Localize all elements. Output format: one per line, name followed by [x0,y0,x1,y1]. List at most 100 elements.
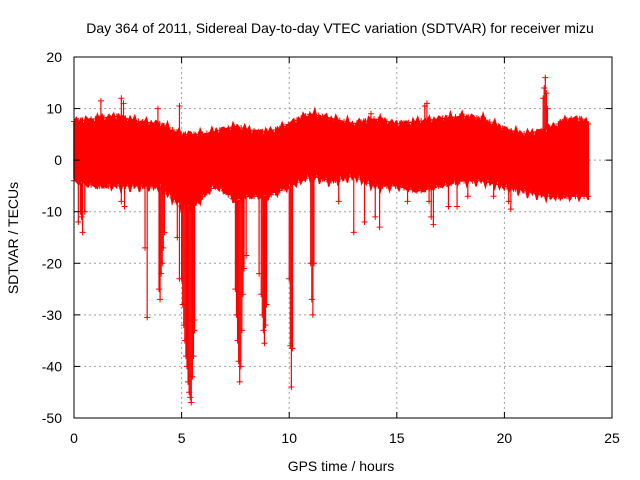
data-point [260,327,267,334]
data-point [121,203,128,210]
data-point [203,130,210,137]
data-point [405,119,412,126]
data-point [174,234,181,241]
data-point [188,399,195,406]
data-point [401,120,408,127]
data-point [203,189,210,196]
data-point [148,119,155,126]
y-tick-label: 10 [46,101,62,117]
data-point [486,179,493,186]
data-point [541,84,548,91]
data-point [405,185,412,192]
data-point [358,119,365,126]
data-point [454,203,461,210]
data-point [409,186,416,193]
plot-data [71,74,592,406]
data-point [404,198,411,205]
data-point [585,121,592,128]
data-point [212,183,219,190]
data-point [101,114,108,121]
data-point [555,120,562,127]
data-point [302,175,309,182]
data-point [221,126,228,133]
data-point [486,119,493,126]
data-point [516,129,523,136]
data-point [366,117,373,124]
data-point [261,340,268,347]
data-point [118,95,125,102]
data-point [225,125,232,132]
x-tick-label: 25 [604,430,620,446]
data-point [126,116,133,123]
data-point [388,119,395,126]
data-point [186,389,193,396]
data-point [499,182,506,189]
data-point [439,182,446,189]
data-point [276,125,283,132]
data-point [473,115,480,122]
data-point [208,129,215,136]
data-point [233,311,240,318]
data-point [272,189,279,196]
data-point [178,275,185,282]
data-point [482,178,489,185]
data-point [165,190,172,197]
data-point [426,198,433,205]
data-point [160,244,167,251]
data-point [276,187,283,194]
data-point [585,193,592,200]
data-point [508,127,515,134]
data-point [285,121,292,128]
data-point [154,105,161,112]
data-point [187,394,194,401]
y-tick-label: 0 [54,152,62,168]
data-point [221,187,228,194]
data-point [353,174,360,181]
data-point [448,180,455,187]
data-point [345,173,352,180]
data-point [259,311,266,318]
data-point [540,95,547,102]
data-point [139,118,146,125]
data-point [199,131,206,138]
data-point [469,114,476,121]
data-point [302,113,309,120]
data-point [131,117,138,124]
data-point [422,186,429,193]
data-point [422,117,429,124]
data-point [392,182,399,189]
data-point [268,127,275,134]
data-point [418,118,425,125]
data-point [353,120,360,127]
data-point [328,177,335,184]
chart-title: Day 364 of 2011, Sidereal Day-to-day VTE… [86,20,594,36]
data-point [341,174,348,181]
data-point [289,345,296,352]
data-point [158,270,165,277]
grid [74,57,612,418]
data-point [96,115,103,122]
data-point [505,198,512,205]
data-point [243,252,250,259]
data-point [336,175,343,182]
data-point [181,337,188,344]
data-point [251,128,258,135]
data-point [310,260,317,267]
data-point [512,128,519,135]
data-point [286,275,293,282]
plot-frame [73,56,613,419]
data-point [426,117,433,124]
data-point [156,286,163,293]
data-point [236,378,243,385]
data-point [559,118,566,125]
data-point [490,193,497,200]
data-point [309,311,316,318]
data-point [328,115,335,122]
data-point [81,208,88,215]
data-point [529,189,536,196]
data-point [525,188,532,195]
data-point [516,186,523,193]
data-point [542,74,549,81]
data-point [396,183,403,190]
data-point [341,118,348,125]
